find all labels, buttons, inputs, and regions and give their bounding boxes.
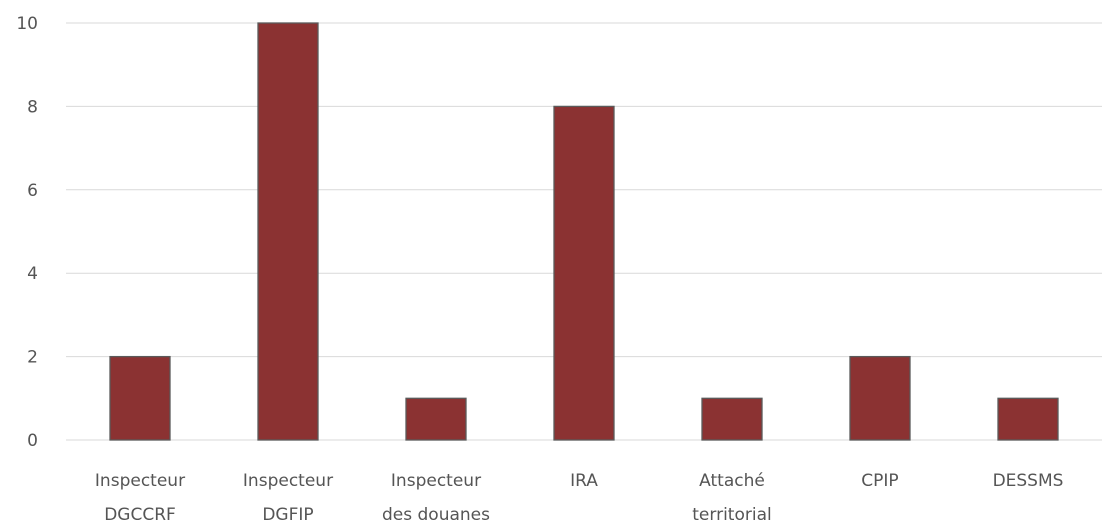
x-category-label: DESSMS xyxy=(993,471,1064,491)
y-tick-label: 10 xyxy=(16,14,38,34)
bar xyxy=(701,397,763,441)
x-category-label: CPIP xyxy=(861,471,898,491)
bar xyxy=(109,355,171,441)
x-category-label-line: DGCCRF xyxy=(104,505,176,525)
x-category-label-line: territorial xyxy=(692,505,771,525)
x-category-label-line: des douanes xyxy=(382,505,490,525)
x-category-label-line: Attaché xyxy=(699,471,765,491)
x-category-label: Inspecteur des douanes xyxy=(382,471,490,525)
y-tick-label: 4 xyxy=(27,264,38,284)
x-category-label-line: CPIP xyxy=(861,471,898,491)
y-axis-ticks: 0 2 4 6 8 10 xyxy=(16,14,38,451)
x-category-label-line: Inspecteur xyxy=(243,471,333,491)
x-category-label-line: Inspecteur xyxy=(95,471,185,491)
bar xyxy=(849,355,911,441)
x-category-label-line: IRA xyxy=(570,471,598,491)
x-category-label: Attaché territorial xyxy=(692,471,771,525)
bar xyxy=(405,397,467,441)
x-category-label: IRA xyxy=(570,471,598,491)
bars xyxy=(109,22,1059,441)
x-category-label-line: Inspecteur xyxy=(391,471,481,491)
y-tick-label: 6 xyxy=(27,181,38,201)
bar xyxy=(997,397,1059,441)
x-category-label-line: DESSMS xyxy=(993,471,1064,491)
x-category-label: Inspecteur DGCCRF xyxy=(95,471,185,525)
bar xyxy=(257,22,319,441)
bar xyxy=(553,105,615,441)
x-category-label: Inspecteur DGFIP xyxy=(243,471,333,525)
y-tick-label: 0 xyxy=(27,431,38,451)
y-tick-label: 2 xyxy=(27,348,38,368)
x-category-label-line: DGFIP xyxy=(262,505,313,525)
y-tick-label: 8 xyxy=(27,97,38,117)
